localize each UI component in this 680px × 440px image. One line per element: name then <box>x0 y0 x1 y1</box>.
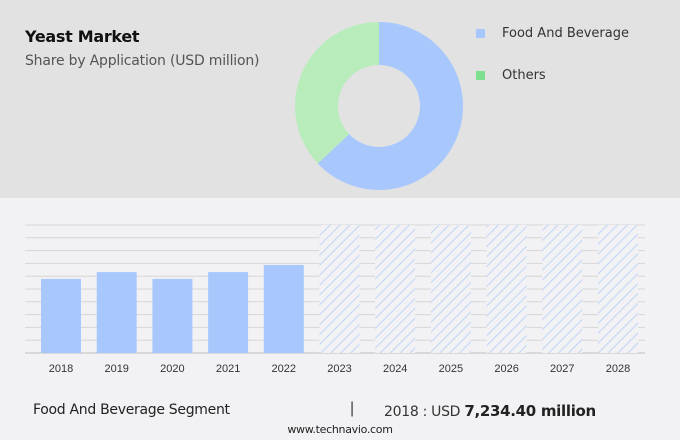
forecast-bar-2026 <box>486 225 527 353</box>
forecast-bar-2024 <box>375 225 416 353</box>
x-tick-label: 2025 <box>439 363 463 375</box>
separator: | <box>350 400 355 417</box>
legend-item-others: Others <box>475 54 629 96</box>
x-tick-label: 2018 <box>49 363 73 375</box>
bar-2019 <box>96 272 137 353</box>
forecast-bar-2028 <box>598 225 638 353</box>
donut-slice-others <box>295 22 379 164</box>
legend-swatch-others <box>476 70 485 80</box>
chart-title: Yeast Market <box>25 27 140 46</box>
legend-swatch-food-and-beverage <box>476 28 485 38</box>
x-tick-label: 2026 <box>494 363 518 375</box>
source-link[interactable]: www.technavio.com <box>287 423 393 436</box>
legend-label: Others <box>502 67 546 83</box>
segment-value: 2018 : USD 7,234.40 million <box>384 402 596 420</box>
x-tick-label: 2019 <box>104 363 128 375</box>
bar-chart: 2018 2019 2020 2021 2022 2023 2024 2025 2026 2027… <box>25 224 645 375</box>
x-tick-label: 2023 <box>327 363 351 375</box>
forecast-bar-2027 <box>542 225 583 353</box>
x-tick-label: 2021 <box>216 363 240 375</box>
x-tick-label: 2027 <box>550 363 574 375</box>
donut-slice-food-and-beverage <box>317 22 463 191</box>
bar-2021 <box>208 272 249 353</box>
x-tick-label: 2020 <box>160 363 184 375</box>
x-tick-label: 2022 <box>272 363 296 375</box>
x-tick-label: 2024 <box>383 363 407 375</box>
legend-item-food-and-beverage: Food And Beverage <box>475 12 629 54</box>
legend: Food And Beverage Others <box>475 12 629 96</box>
chart-subtitle: Share by Application (USD million) <box>25 53 260 69</box>
segment-label: Food And Beverage Segment <box>33 402 230 418</box>
forecast-bar-2025 <box>430 225 471 353</box>
forecast-bar-2023 <box>319 225 360 353</box>
bar-2018 <box>41 278 81 353</box>
value-year-prefix: 2018 : USD <box>384 404 465 420</box>
bar-2022 <box>263 264 304 353</box>
x-tick-label: 2028 <box>606 363 630 375</box>
bar-2020 <box>152 278 193 353</box>
value-amount: 7,234.40 million <box>464 402 596 420</box>
donut-chart <box>295 22 463 191</box>
legend-label: Food And Beverage <box>502 25 629 41</box>
